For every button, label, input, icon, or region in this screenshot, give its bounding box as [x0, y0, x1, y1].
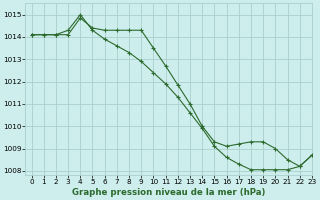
X-axis label: Graphe pression niveau de la mer (hPa): Graphe pression niveau de la mer (hPa): [72, 188, 265, 197]
